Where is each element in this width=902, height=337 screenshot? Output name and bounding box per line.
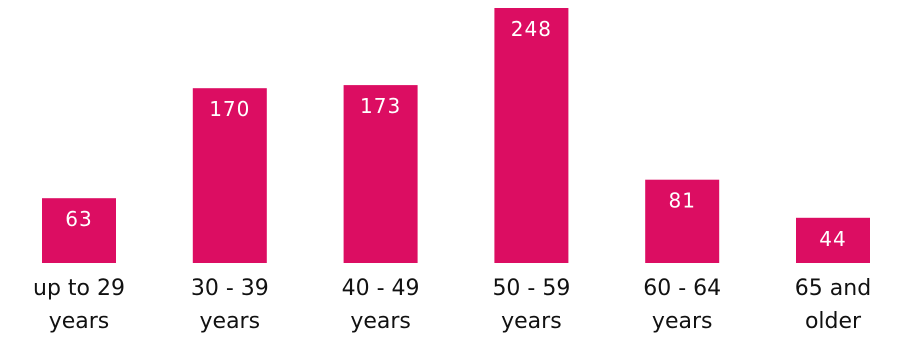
category-label-3-line-0: 50 - 59: [492, 276, 570, 301]
bar-2: [343, 85, 418, 263]
category-label-5-line-0: 65 and: [795, 276, 871, 301]
category-label-5-line-1: older: [805, 309, 862, 334]
category-labels-group: up to 29 years 30 - 39 years 40 - 49 years 50 …: [33, 276, 871, 334]
category-label-1-line-0: 30 - 39: [191, 276, 269, 301]
bar-value-label-5: 44: [819, 227, 846, 251]
category-label-0-line-0: up to 29: [33, 276, 125, 301]
category-label-0-line-1: years: [49, 309, 110, 334]
bars-group: [42, 8, 870, 263]
bar-5: [796, 217, 870, 263]
category-label-1-line-1: years: [200, 309, 261, 334]
category-label-2-line-0: 40 - 49: [342, 276, 420, 301]
bar-value-label-1: 170: [209, 97, 250, 121]
bar-value-label-2: 173: [360, 94, 401, 118]
category-label-4-line-1: years: [652, 309, 713, 334]
category-label-3-line-1: years: [501, 309, 562, 334]
bar-value-label-3: 248: [511, 17, 552, 41]
bar-1: [192, 88, 267, 263]
bar-value-label-4: 81: [668, 189, 695, 213]
value-labels-group: 63 170 173 248 81 44: [65, 17, 846, 251]
category-label-4-line-0: 60 - 64: [643, 276, 721, 301]
bar-3: [494, 8, 569, 263]
category-label-2-line-1: years: [350, 309, 411, 334]
bar-0: [42, 198, 116, 263]
bar-value-label-0: 63: [65, 207, 92, 231]
bar-4: [645, 179, 720, 263]
